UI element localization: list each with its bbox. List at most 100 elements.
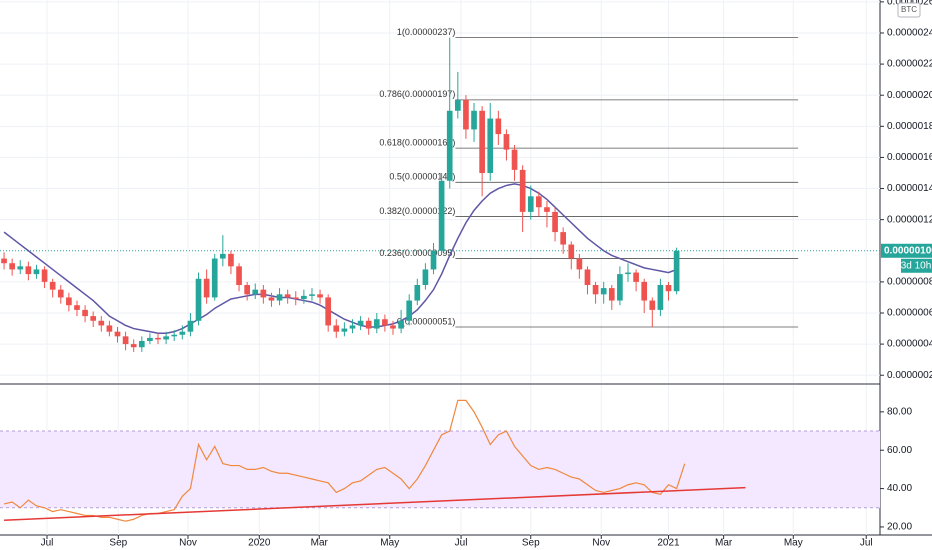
last-price-tag <box>881 243 932 258</box>
candle-body <box>268 297 275 301</box>
fib-label: 0.786(0.00000197) <box>379 89 455 99</box>
candle-body <box>511 149 518 170</box>
candle-body <box>179 331 186 335</box>
rsi-trendline <box>4 486 746 521</box>
candle-body <box>106 325 113 332</box>
candle-body <box>625 272 631 275</box>
candle-body <box>9 263 15 270</box>
candle-body <box>592 284 599 295</box>
currency-label: BTC <box>901 5 917 14</box>
x-tick-label: 2021 <box>657 538 680 549</box>
x-tick-label: May <box>784 538 803 549</box>
candle-body <box>536 196 542 208</box>
candle-body <box>454 99 461 111</box>
candle-body <box>357 320 364 326</box>
candle-body <box>122 336 129 345</box>
candle-body <box>673 250 680 292</box>
candle-body <box>220 253 226 259</box>
candle-body <box>479 110 485 173</box>
rsi-tick-label: 60.00 <box>887 445 912 456</box>
candle-body <box>398 320 404 329</box>
candle-body <box>236 266 242 285</box>
candle-body <box>98 320 105 326</box>
candle-body <box>17 266 24 270</box>
candle-body <box>211 258 218 298</box>
fib-label: 0.618(0.00000166) <box>379 137 455 147</box>
candle-body <box>657 284 664 310</box>
x-tick-label: Sep <box>522 538 540 549</box>
candle-body <box>665 284 672 292</box>
countdown-label: 3d 10h <box>901 260 932 271</box>
last-price-label: 0.00000100 <box>884 245 932 256</box>
candle-body <box>82 309 88 317</box>
candle-body <box>568 244 575 259</box>
x-tick-label: Jul <box>41 538 54 549</box>
y-tick-label: 0.00000240 <box>887 28 932 39</box>
x-tick-label: May <box>380 538 399 549</box>
candle-body <box>228 253 234 267</box>
countdown-tag <box>901 258 932 273</box>
candle-body <box>617 274 623 301</box>
candle-body <box>365 320 372 329</box>
candle-body <box>203 278 210 298</box>
candle-body <box>584 269 591 285</box>
candle-body <box>641 281 648 301</box>
fib-label: 1(0.00000237) <box>397 27 456 37</box>
candle-body <box>349 325 356 329</box>
moving-average <box>3 183 677 334</box>
candle-body <box>1 258 7 264</box>
candle-body <box>503 134 510 150</box>
fib-label: 0.382(0.00000122) <box>379 206 455 216</box>
candle-body <box>317 294 323 298</box>
candle-body <box>649 300 656 310</box>
x-tick-label: Sep <box>109 538 127 549</box>
candle-body <box>446 110 453 181</box>
candle-body <box>519 169 526 212</box>
candle-body <box>57 289 64 298</box>
rsi-band <box>0 431 880 508</box>
candle-body <box>41 269 48 282</box>
candle-body <box>422 269 429 285</box>
candle-body <box>130 344 137 348</box>
fib-label: 0.236(0.00000095) <box>379 248 455 258</box>
candle-body <box>114 331 121 337</box>
candle-body <box>292 297 299 299</box>
x-tick-label: 2020 <box>248 538 271 549</box>
candle-body <box>147 337 153 341</box>
rsi-tick-label: 20.00 <box>887 522 912 533</box>
candle-body <box>260 289 267 298</box>
x-tick-label: Nov <box>179 538 197 549</box>
fib-label: 0.5(0.00000144) <box>389 172 455 182</box>
candle-body <box>373 319 380 329</box>
candle-body <box>333 325 340 332</box>
candle-body <box>633 272 639 282</box>
x-tick-label: Jul <box>455 538 468 549</box>
rsi-tick-label: 80.00 <box>887 406 912 417</box>
candle-body <box>74 305 80 310</box>
candle-body <box>560 232 567 245</box>
rsi-line <box>3 399 686 522</box>
candle-body <box>276 294 283 301</box>
rsi-tick-label: 40.00 <box>887 483 912 494</box>
candle-body <box>244 284 250 295</box>
candle-body <box>252 289 259 295</box>
candle-body <box>552 211 558 233</box>
candle-body <box>171 334 178 337</box>
candle-body <box>301 295 307 299</box>
candle-body <box>341 328 348 332</box>
candle-body <box>309 294 315 296</box>
candle-body <box>325 297 332 326</box>
candle-body <box>138 340 145 348</box>
candle-body <box>576 258 583 270</box>
candle-body <box>155 337 161 340</box>
currency-badge <box>897 2 921 18</box>
